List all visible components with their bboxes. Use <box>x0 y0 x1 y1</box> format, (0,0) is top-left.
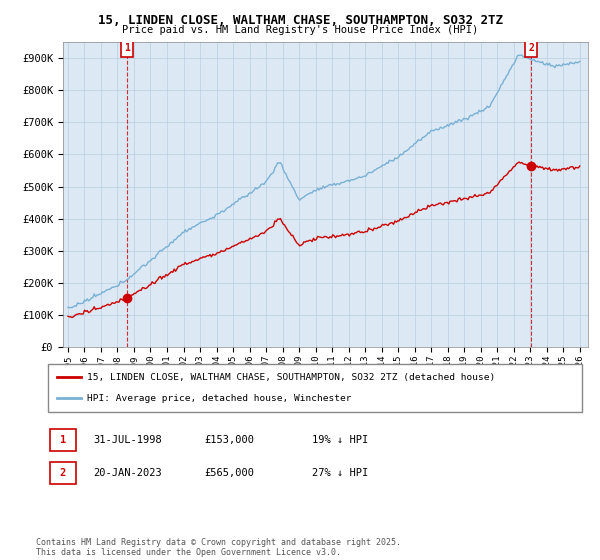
Text: £153,000: £153,000 <box>204 435 254 445</box>
Text: 15, LINDEN CLOSE, WALTHAM CHASE, SOUTHAMPTON, SO32 2TZ (detached house): 15, LINDEN CLOSE, WALTHAM CHASE, SOUTHAM… <box>87 373 495 382</box>
Text: 20-JAN-2023: 20-JAN-2023 <box>93 468 162 478</box>
Text: 15, LINDEN CLOSE, WALTHAM CHASE, SOUTHAMPTON, SO32 2TZ: 15, LINDEN CLOSE, WALTHAM CHASE, SOUTHAM… <box>97 14 503 27</box>
Text: 2: 2 <box>60 468 66 478</box>
Text: 1: 1 <box>60 435 66 445</box>
Text: 27% ↓ HPI: 27% ↓ HPI <box>312 468 368 478</box>
Text: £565,000: £565,000 <box>204 468 254 478</box>
Text: 1: 1 <box>124 44 130 53</box>
Text: HPI: Average price, detached house, Winchester: HPI: Average price, detached house, Winc… <box>87 394 352 403</box>
Bar <box>525 39 537 58</box>
Text: 19% ↓ HPI: 19% ↓ HPI <box>312 435 368 445</box>
Bar <box>121 39 133 58</box>
Text: 2: 2 <box>528 44 534 53</box>
Text: 31-JUL-1998: 31-JUL-1998 <box>93 435 162 445</box>
Text: Contains HM Land Registry data © Crown copyright and database right 2025.
This d: Contains HM Land Registry data © Crown c… <box>36 538 401 557</box>
Text: Price paid vs. HM Land Registry's House Price Index (HPI): Price paid vs. HM Land Registry's House … <box>122 25 478 35</box>
